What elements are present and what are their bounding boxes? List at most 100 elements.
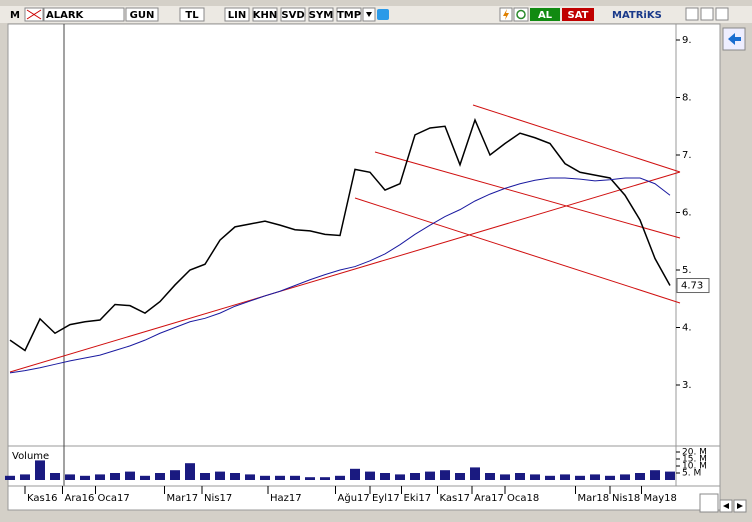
volume-bar [455,473,465,480]
toolbar-button-label: SYM [309,10,333,21]
price-line [9,117,671,352]
dropdown-arrow [366,12,372,17]
y-tick-label: 5. [682,265,692,276]
x-tick-label: Ara16 [65,493,95,504]
volume-bar [125,471,135,480]
y-tick-label: 3. [682,380,692,391]
volume-bar [260,475,270,480]
refresh-button[interactable] [513,7,529,22]
volume-bar [35,460,45,480]
volume-tick-label: 20. M [682,448,707,458]
volume-bar [50,473,60,480]
toolbar-button[interactable] [336,7,362,22]
sell-button[interactable] [562,8,594,21]
volume-bar [95,474,105,480]
volume-tick-label: 10. M [682,462,707,472]
volume-bar [200,473,210,480]
scroll-arrows [723,503,743,509]
x-tick-label: Eki17 [404,493,432,504]
symbol: ALARK [46,10,85,21]
x-tick-label: Nis18 [612,493,640,504]
trend-line [472,104,681,173]
toolbar-button-label: GUN [130,10,155,21]
volume-tick-label: 5. M [682,469,701,479]
x-tick-label: Haz17 [270,493,302,504]
volume-bar [500,474,510,480]
x-tick-label: Kas16 [27,493,57,504]
minimize-button[interactable] [685,7,699,21]
x-axis-panel [7,485,721,511]
last-value-label: 4.73 [681,281,703,292]
volume-tick-label: 15. M [682,455,707,465]
x-tick-label: Ara17 [474,493,504,504]
toolbar-button-label: TL [185,10,199,21]
trend-lines [9,104,681,373]
volume-bar [320,477,330,480]
volume-bar [395,474,405,480]
volume-bar [65,474,75,480]
x-tick-label: Oca17 [98,493,130,504]
y-tick-label: 9. [682,35,692,46]
volume-bar [440,470,450,480]
volume-bar [350,468,360,480]
x-tick-label: Mar17 [167,493,199,504]
refresh-icon [516,9,526,20]
volume-bar [245,474,255,480]
close-button[interactable] [715,7,729,21]
volume-bar [215,471,225,480]
axis-panel [675,23,721,487]
volume-bar [110,473,120,480]
sell-label: SAT [568,10,589,21]
x-tick-label: Eyl17 [372,493,400,504]
volume-bar [515,473,525,480]
toolbar-button[interactable] [179,7,205,22]
x-tick-label: Ağu17 [338,492,370,504]
maximize-button[interactable] [700,7,714,21]
volume-bar [140,475,150,480]
volume-bar [80,475,90,480]
volume-bar [335,475,345,480]
volume-bar [185,463,195,480]
toolbar-button-label: KHN [253,10,278,21]
volume-bar [605,475,615,480]
toolbar: M ALARK GUN TL LIN KHN SVD SYM TMP AL SAT MATR… [0,6,752,23]
volume-bar [530,474,540,480]
volume-bar [20,474,30,480]
volume-bar [230,473,240,480]
twitter-button[interactable] [377,9,389,20]
volume-label: Volume [12,451,49,462]
y-tick-label: 6. [682,208,692,219]
volume-bar [365,471,375,480]
volume-bar [170,470,180,480]
symbol-box[interactable] [43,7,125,22]
toolbar-button[interactable] [125,7,159,22]
volume-bar [470,467,480,480]
toolbar-button[interactable] [224,7,250,22]
volume-bar [575,475,585,480]
x-tick-label: Nis17 [204,493,232,504]
toolbar-button[interactable] [280,7,306,22]
settings-button[interactable] [699,493,719,513]
volume-bar [635,473,645,480]
trend-line [374,151,681,239]
volume-bar [380,473,390,480]
toolbar-button-label: LIN [228,10,246,21]
y-tick-label: 7. [682,150,692,161]
toolbar-button[interactable] [308,7,334,22]
toolbar-buttons: GUN TL LIN KHN SVD SYM TMP [125,7,362,22]
buy-button[interactable] [530,8,560,21]
y-tick-label: 4. [682,323,692,334]
volume-bar [290,475,300,480]
volume-bar [305,477,315,480]
volume-bar [425,471,435,480]
buy-label: AL [538,10,553,21]
volume-bar [665,471,675,480]
toolbar-button[interactable] [252,7,278,22]
last-value-box [676,278,710,294]
brand: MATRiKS [612,10,662,21]
y-tick-label: 8. [682,93,692,104]
volume-bar [155,473,165,480]
back-icon [728,33,741,45]
moving-average [9,177,671,374]
